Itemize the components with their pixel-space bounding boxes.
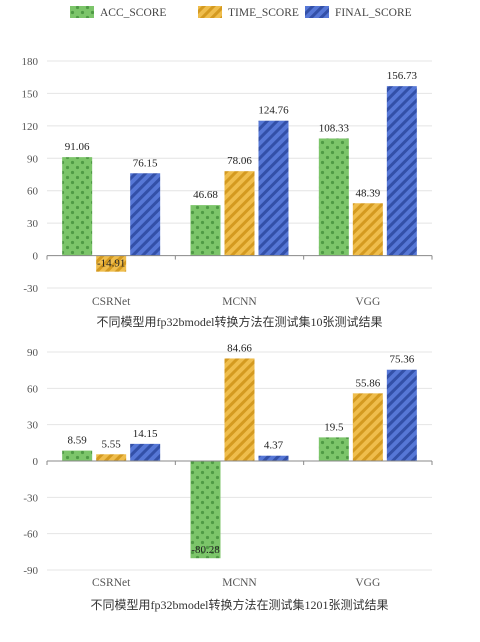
bar-acc-score-mcnn [190,461,221,559]
y-tick-label: 150 [22,88,39,100]
data-label: 4.37 [264,440,284,452]
y-tick-label: 30 [27,218,39,230]
x-category-label: CSRNet [92,577,131,589]
data-label: 14.15 [133,428,158,440]
data-label: -14.91 [97,258,125,270]
data-label: 48.39 [355,187,380,199]
legend-label: ACC_SCORE [100,7,166,19]
y-tick-label: -60 [23,529,38,541]
data-label: 75.36 [389,354,414,366]
legend-label: FINAL_SCORE [335,7,412,19]
data-label: 46.68 [193,189,218,201]
bar-acc-score-vgg [318,437,349,461]
chart-2: -90 -60 -30 0 30 60 90 8.59 5.55 14.15 CSRNet -80.2… [23,342,433,612]
data-label: 19.5 [324,421,344,433]
y-tick-label: 0 [33,456,39,468]
y-tick-label: -90 [23,565,38,577]
x-category-label: VGG [355,296,380,308]
bar-acc-score-csrnet [62,450,93,461]
data-label: 84.66 [227,342,252,354]
chart-title: 不同模型用fp32bmodel转换方法在测试集1201张测试结果 [91,597,389,612]
x-category-label: MCNN [222,296,257,308]
data-label: -80.28 [191,544,220,556]
y-tick-label: -30 [23,492,38,504]
legend-swatch [198,6,222,18]
y-tick-label: 0 [33,251,39,263]
bar-time-score-mcnn [224,171,255,256]
x-category-label: CSRNet [92,296,131,308]
y-tick-label: 60 [27,186,39,198]
legend-swatch [305,6,329,18]
bar-final-score-csrnet [130,443,161,461]
bar-time-score-vgg [352,393,383,461]
bar-time-score-vgg [352,203,383,256]
bar-acc-score-mcnn [190,205,221,256]
x-category-label: VGG [355,577,380,589]
data-label: 124.76 [258,105,289,117]
charts-area: -30 0 30 60 90 120 150 180 91.06 -14.91 76.15 CSRNe… [22,56,433,612]
y-tick-label: 180 [22,56,39,68]
data-label: 55.86 [355,377,380,389]
x-category-label: MCNN [222,577,257,589]
bar-final-score-mcnn [258,455,289,461]
bar-final-score-mcnn [258,120,289,256]
data-label: 91.06 [65,141,90,153]
bar-time-score-csrnet [96,255,127,272]
chart-title: 不同模型用fp32bmodel转换方法在测试集10张测试结果 [97,314,383,329]
data-label: 76.15 [133,157,158,169]
data-label: 156.73 [387,70,418,82]
legend-item-acc-score: ACC_SCORE [70,6,166,19]
bar-final-score-csrnet [130,173,161,256]
legend-item-final-score: FINAL_SCORE [305,6,412,19]
y-tick-label: 90 [27,347,39,359]
data-label: 78.06 [227,155,252,167]
data-label: 5.55 [102,438,122,450]
bar-time-score-mcnn [224,358,255,461]
y-tick-label: 60 [27,383,39,395]
bar-acc-score-vgg [318,138,349,256]
bar-acc-score-csrnet [62,157,93,256]
bar-final-score-vgg [386,86,417,256]
legend: ACC_SCORE TIME_SCORE FINAL_SCORE [70,6,412,19]
legend-swatch [70,6,94,18]
legend-label: TIME_SCORE [228,7,299,19]
legend-item-time-score: TIME_SCORE [198,6,299,19]
data-label: 8.59 [68,435,88,447]
y-tick-label: 90 [27,153,39,165]
y-tick-label: -30 [23,283,38,295]
data-label: 108.33 [319,122,350,134]
chart-1: -30 0 30 60 90 120 150 180 91.06 -14.91 76.15 CSRNe… [22,56,433,329]
bar-final-score-vgg [386,369,417,461]
y-tick-label: 30 [27,420,39,432]
y-tick-label: 120 [22,121,39,133]
bar-time-score-csrnet [96,454,127,461]
